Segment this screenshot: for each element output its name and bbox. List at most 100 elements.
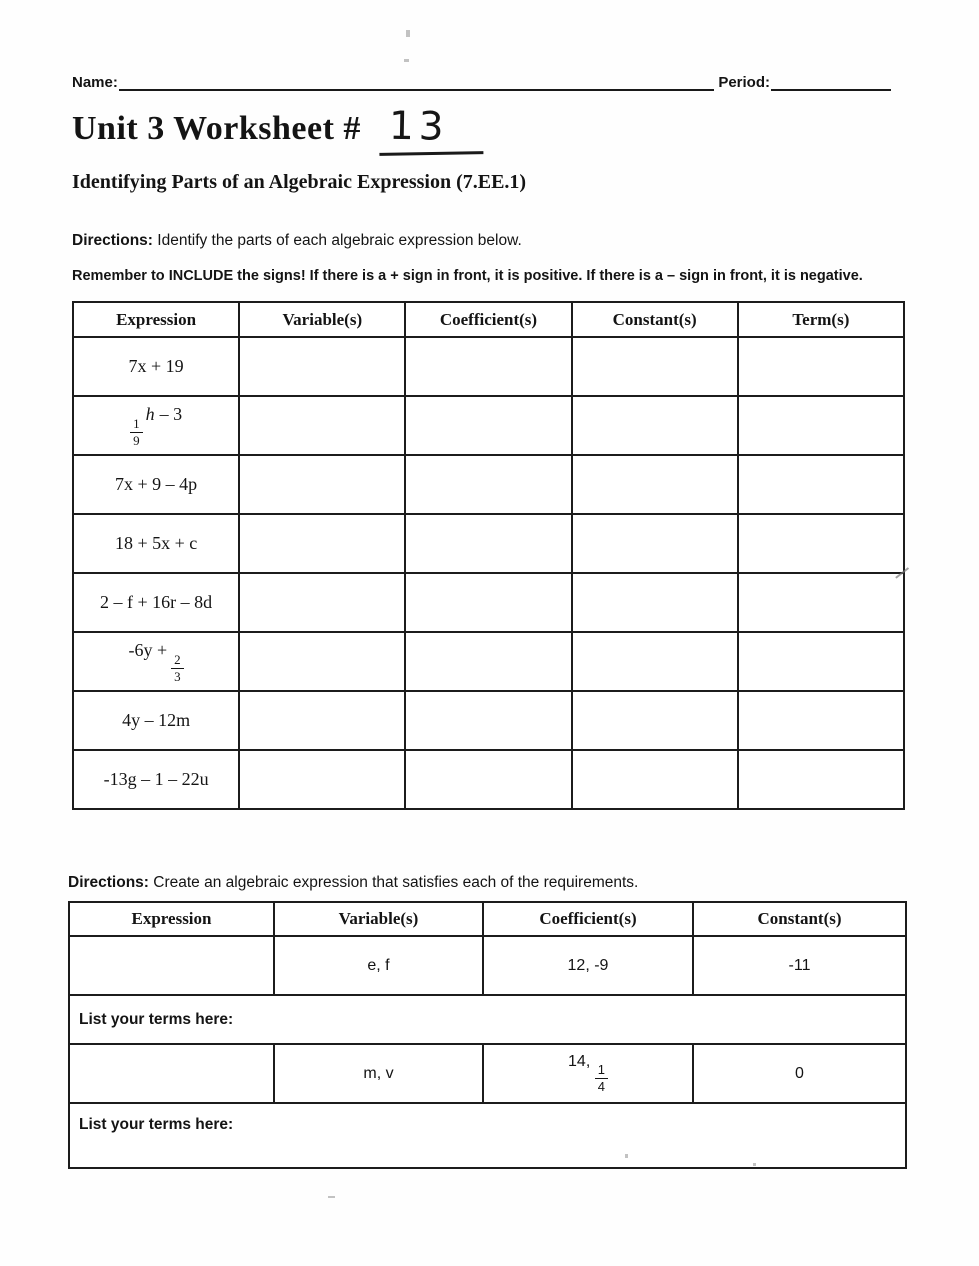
remember-note: Remember to INCLUDE the signs! If there … [72,268,863,284]
scan-speck [404,59,409,62]
answer-cell [404,631,573,692]
worksheet-number-handwritten: 13 [388,103,449,150]
answer-cell [570,631,739,692]
answer-cell [404,395,573,456]
create-expression-table: Expression Variable(s) Coefficient(s) Co… [68,901,907,1169]
page-title: Unit 3 Worksheet # [72,110,361,147]
answer-cell [736,690,906,751]
answer-cell [736,749,906,810]
expression-rest: – 3 [159,403,183,424]
answer-cell [570,454,739,515]
answer-cell [736,395,906,456]
fraction-denominator: 3 [174,668,181,684]
answer-cell [404,572,573,633]
list-terms-cell: List your terms here: [68,994,907,1045]
name-period-row: Name: Period: [72,74,893,92]
answer-cell [238,513,407,574]
scan-speck [625,1154,628,1158]
column-header-constants: Constant(s) [692,901,907,937]
answer-cell [238,631,407,692]
table-row: List your terms here: [68,994,907,1045]
fraction-numerator: 1 [594,1063,608,1079]
fraction-denominator: 9 [133,432,140,448]
fraction-numerator: 2 [171,653,184,669]
period-blank-line [771,74,891,91]
answer-cell [570,572,739,633]
column-header-coefficients: Coefficient(s) [404,301,573,338]
expression-cell: 4y – 12m [71,690,241,751]
table-row: 7x + 19 [71,336,906,397]
table-row: -13g – 1 – 22u [71,749,906,810]
answer-cell [238,395,407,456]
answer-cell [238,749,407,810]
variable-symbol: h [145,403,155,424]
coefficient-prefix: 14, [568,1053,591,1071]
answer-cell [736,513,906,574]
list-terms-cell: List your terms here: [68,1102,907,1169]
fraction-numerator: 1 [130,417,143,433]
answer-cell [736,454,906,515]
variables-cell: m, v [273,1043,484,1104]
column-header-variables: Variable(s) [273,901,484,937]
scan-speck [753,1163,756,1166]
variables-cell: e, f [273,935,484,996]
table-row: -6y +2 3 [71,631,906,692]
coefficients-cell: 12, -9 [482,935,694,996]
answer-cell [238,336,407,397]
column-header-constants: Constant(s) [570,301,739,338]
answer-cell [570,395,739,456]
scan-speck [328,1196,335,1198]
worksheet-number-underline: 13 [378,103,483,156]
expression-cell: 7x + 9 – 4p [71,454,241,515]
answer-cell [238,454,407,515]
column-header-coefficients: Coefficient(s) [482,901,694,937]
table-header-row: Expression Variable(s) Coefficient(s) Co… [71,301,906,338]
table-row: List your terms here: [68,1102,907,1169]
column-header-variables: Variable(s) [238,301,407,338]
table-row: 2 – f + 16r – 8d [71,572,906,633]
table-row: 4y – 12m [71,690,906,751]
expression-answer-cell [68,1043,275,1104]
expression-prefix: -6y + [128,639,168,660]
answer-cell [404,513,573,574]
name-blank-line [118,74,715,91]
answer-cell [570,749,739,810]
answer-cell [238,690,407,751]
title-row: Unit 3 Worksheet # 13 [72,103,483,156]
table-header-row: Expression Variable(s) Coefficient(s) Co… [68,901,907,937]
expression-cell: -6y +2 3 [71,631,241,692]
table-row: 7x + 9 – 4p [71,454,906,515]
constants-cell: 0 [692,1043,907,1104]
table-row: e, f 12, -9 -11 [68,935,907,996]
page-subtitle: Identifying Parts of an Algebraic Expres… [72,171,527,193]
answer-cell [570,690,739,751]
column-header-terms: Term(s) [736,301,906,338]
scan-speck [406,30,410,37]
directions-2-label: Directions: [68,874,149,891]
answer-cell [736,336,906,397]
expression-answer-cell [68,935,275,996]
identify-parts-table: Expression Variable(s) Coefficient(s) Co… [71,301,906,810]
table-row: 1 9 h – 3 [71,395,906,456]
column-header-expression: Expression [71,301,241,338]
directions-1-label: Directions: [72,232,153,249]
expression-cell: 1 9 h – 3 [71,395,241,456]
directions-1-text: Identify the parts of each algebraic exp… [152,232,522,249]
expression-cell: 18 + 5x + c [71,513,241,574]
answer-cell [238,572,407,633]
directions-1: Directions: Identify the parts of each a… [72,232,522,250]
constants-cell: -11 [692,935,907,996]
expression-cell: 2 – f + 16r – 8d [71,572,241,633]
expression-cell: -13g – 1 – 22u [71,749,241,810]
expression-cell: 7x + 19 [71,336,241,397]
name-label: Name: [72,74,118,91]
answer-cell [404,454,573,515]
answer-cell [736,631,906,692]
answer-cell [404,749,573,810]
answer-cell [404,336,573,397]
period-label: Period: [718,74,770,91]
answer-cell [736,572,906,633]
